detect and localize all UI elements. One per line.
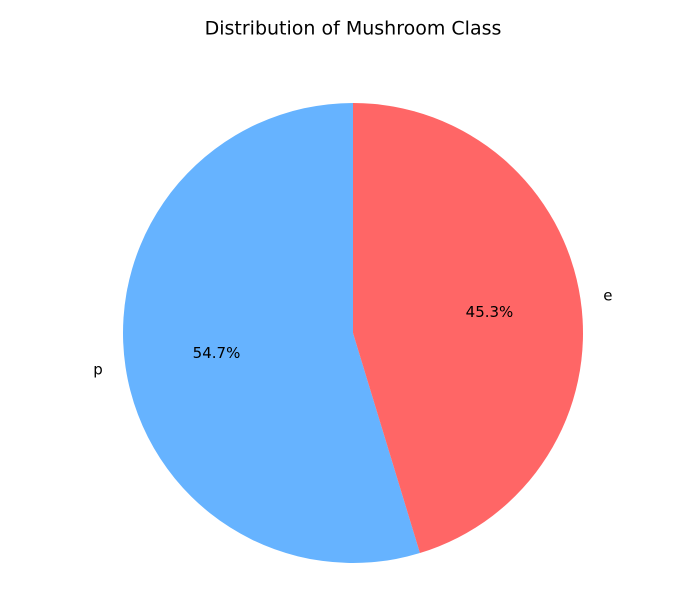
- value-label: 45.3%: [466, 303, 514, 321]
- pie-slice: [353, 103, 583, 554]
- slice-label: e: [603, 286, 612, 304]
- chart-title: Distribution of Mushroom Class: [205, 18, 502, 40]
- slice-label: p: [93, 361, 103, 379]
- pie-slice: [122, 102, 420, 563]
- value-label: 54.7%: [193, 344, 241, 362]
